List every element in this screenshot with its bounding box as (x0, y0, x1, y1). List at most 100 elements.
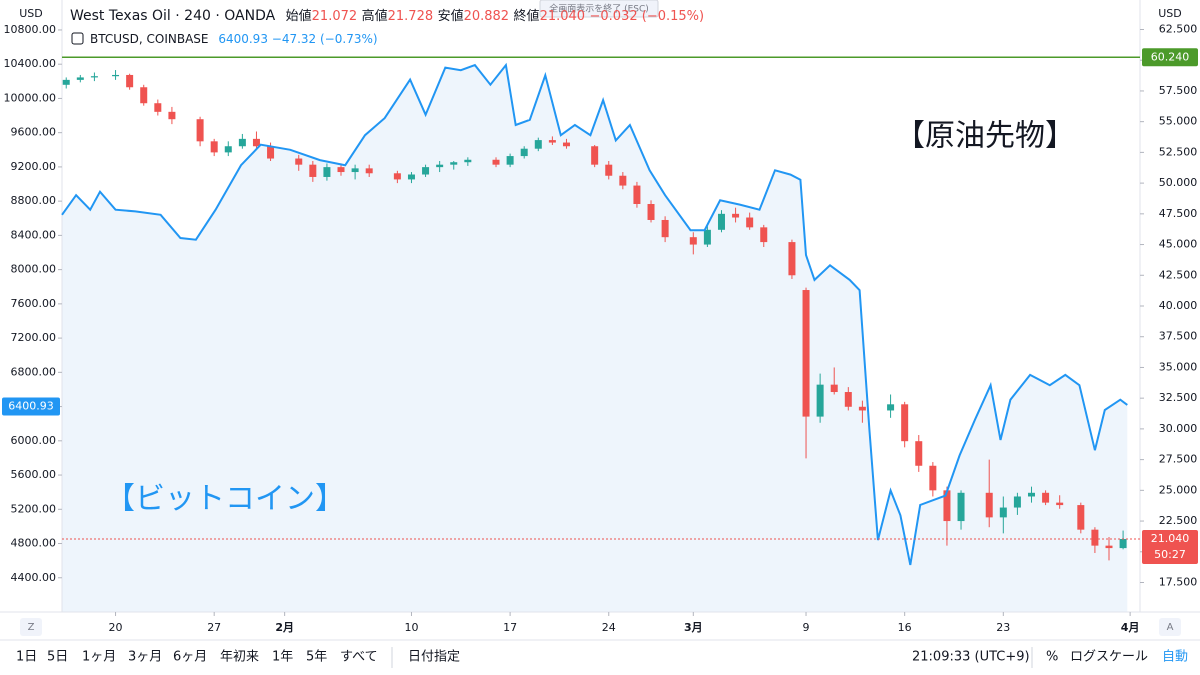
y2-tick-label: 45.000 (1159, 238, 1198, 251)
candle-body (732, 213, 740, 218)
candle-body (76, 77, 84, 80)
btc-line (61, 62, 1128, 566)
candle-body (196, 119, 204, 142)
candle-body (619, 175, 627, 186)
candle-body (689, 237, 697, 245)
y-tick-label: 4400.00 (11, 571, 57, 584)
y2-tick-label: 47.500 (1159, 207, 1198, 220)
range-button[interactable]: 1日 (16, 650, 37, 665)
log-scale-button[interactable]: ログスケール (1070, 650, 1148, 665)
y-tick-label: 10000.00 (4, 91, 57, 104)
scale-z-label[interactable]: Z (28, 622, 35, 633)
candle-body (1027, 492, 1035, 497)
y-tick-label: 8400.00 (11, 228, 57, 241)
y-tick-label: 7200.00 (11, 331, 57, 344)
candle-body (1105, 545, 1113, 549)
x-tick-label: 23 (996, 621, 1010, 634)
candle-body (605, 164, 613, 176)
candle-body (999, 507, 1007, 518)
candle-body (464, 159, 472, 163)
open-label: 始値 (286, 8, 312, 24)
candle-body (746, 217, 754, 228)
percent-button[interactable]: % (1046, 650, 1058, 665)
y2-tick-label: 30.000 (1159, 422, 1198, 435)
candle-body (492, 159, 500, 165)
countdown: 50:27 (1154, 548, 1186, 561)
y-tick-label: 7600.00 (11, 297, 57, 310)
range-button[interactable]: 5日 (47, 650, 68, 665)
candle-body (1091, 529, 1099, 546)
candle-body (562, 142, 570, 147)
y2-tick-label: 62.500 (1159, 22, 1198, 35)
scale-a-button[interactable] (1159, 618, 1181, 636)
candle-body (788, 242, 796, 276)
candle-body (309, 164, 317, 177)
candle-body (717, 213, 725, 230)
candle-body (520, 148, 528, 157)
candle-body (1042, 492, 1050, 503)
y-tick-label: 6000.00 (11, 434, 57, 447)
candle-body (1056, 502, 1064, 506)
plot-area (62, 65, 1128, 613)
right-currency: USD (1158, 7, 1182, 20)
high-label: 高値 (362, 8, 388, 24)
y2-tick-label: 42.500 (1159, 268, 1198, 281)
range-button[interactable]: 1ヶ月 (82, 650, 116, 665)
candle-body (844, 392, 852, 407)
range-button[interactable]: 6ヶ月 (173, 650, 207, 665)
scale-z-button[interactable] (20, 618, 42, 636)
candle-body (168, 111, 176, 120)
candle-body (703, 229, 711, 245)
candle-body (830, 384, 838, 393)
x-tick-label: 17 (503, 621, 517, 634)
range-button[interactable]: 1年 (272, 650, 293, 665)
last-price-badge (1142, 530, 1198, 565)
scale-a-label[interactable]: A (1167, 622, 1174, 633)
y-tick-label: 6800.00 (11, 365, 57, 378)
candle-body (1013, 496, 1021, 508)
candle-body (140, 87, 148, 104)
y2-tick-label: 50.000 (1159, 176, 1198, 189)
x-tick-label: 2月 (275, 621, 294, 634)
x-tick-label: 9 (803, 621, 810, 634)
open-value: 21.072 (312, 9, 358, 24)
candle-body (323, 167, 331, 177)
candle-body (436, 164, 444, 168)
candle-body (633, 185, 641, 204)
horizontal-line-label: 60.240 (1151, 50, 1190, 63)
candle-body (957, 492, 965, 522)
oil-name: West Texas Oil · 240 · OANDA (70, 8, 276, 24)
y2-tick-label: 37.500 (1159, 330, 1198, 343)
y2-tick-label: 25.000 (1159, 483, 1198, 496)
y2-tick-label: 40.000 (1159, 299, 1198, 312)
auto-button[interactable]: 自動 (1162, 650, 1188, 665)
y2-tick-label: 35.000 (1159, 360, 1198, 373)
candle-body (407, 174, 415, 180)
range-button[interactable]: 5年 (306, 650, 327, 665)
candle-body (661, 219, 669, 238)
btc-name: BTCUSD, COINBASE (90, 32, 209, 46)
low-label: 安値 (438, 8, 464, 24)
candle-body (802, 290, 810, 417)
y2-tick-label: 27.500 (1159, 453, 1198, 466)
change-value: −0.032 (−0.15%) (590, 9, 705, 24)
fullscreen-exit-button[interactable] (539, 0, 659, 18)
candle-body (351, 168, 359, 173)
y-tick-label: 10400.00 (4, 57, 57, 70)
btc-last-label: 6400.93 (8, 399, 54, 412)
candle-body (506, 156, 514, 165)
x-tick-label: 27 (207, 621, 221, 634)
candle-body (90, 76, 98, 78)
range-button[interactable]: 年初来 (220, 650, 259, 665)
y2-tick-label: 57.500 (1159, 84, 1198, 97)
date-range-button[interactable]: 日付指定 (408, 650, 460, 665)
visibility-toggle[interactable] (71, 32, 84, 45)
y2-tick-label: 52.500 (1159, 145, 1198, 158)
low-value: 20.882 (464, 9, 510, 24)
range-button[interactable]: 3ヶ月 (128, 650, 162, 665)
range-button[interactable]: すべて (340, 650, 378, 665)
candle-body (1077, 505, 1085, 530)
candle-body (126, 74, 134, 88)
fullscreen-exit-label[interactable]: 全画面表示を終了 (ESC) (549, 3, 649, 15)
y-tick-label: 5600.00 (11, 468, 57, 481)
